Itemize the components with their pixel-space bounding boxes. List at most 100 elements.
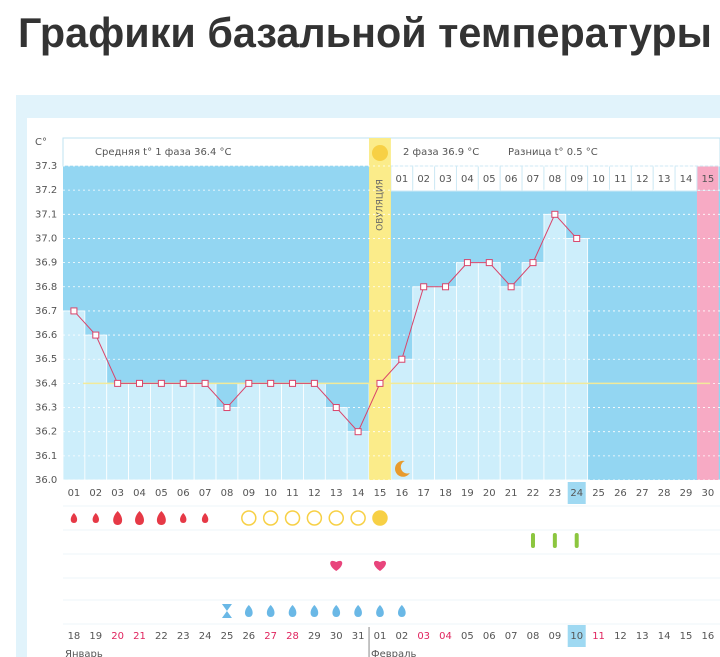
phase2-text: 2 фаза 36.9 °C — [403, 147, 479, 158]
point — [485, 259, 493, 267]
x-tick-label: 16 — [395, 488, 408, 499]
point — [398, 355, 406, 363]
y-tick-label: 37.2 — [35, 185, 57, 196]
point — [376, 379, 384, 387]
x-tick-label: 24 — [570, 488, 583, 499]
phase2-day-label: 04 — [461, 174, 474, 185]
date-label: 14 — [658, 631, 671, 642]
bar — [521, 262, 545, 481]
current-date-box — [567, 625, 586, 647]
point — [136, 379, 144, 387]
date-label: 08 — [527, 631, 540, 642]
x-tick-label: 14 — [352, 488, 365, 499]
point — [420, 283, 428, 291]
x-tick-label: 25 — [592, 488, 605, 499]
point — [310, 379, 318, 387]
bleeding-mark — [113, 511, 123, 525]
moon-icon — [395, 460, 410, 477]
x-tick-label: 15 — [374, 488, 387, 499]
point — [179, 379, 187, 387]
current-day-box — [567, 482, 586, 504]
date-label: 16 — [702, 631, 715, 642]
test-mark — [306, 510, 323, 526]
test-mark — [328, 510, 344, 526]
point — [245, 379, 253, 387]
date-label: 21 — [133, 631, 146, 642]
phase2-day-label: 01 — [395, 174, 408, 185]
date-label: 10 — [570, 631, 583, 642]
bar — [62, 310, 86, 481]
x-tick-label: 26 — [614, 488, 627, 499]
bleeding-mark — [70, 513, 78, 523]
y-tick-label: 37.3 — [35, 161, 57, 172]
month-label: Февраль — [371, 649, 417, 657]
date-label: 19 — [89, 631, 102, 642]
green-mark — [574, 533, 579, 548]
green-mark — [530, 533, 535, 548]
x-tick-label: 03 — [111, 488, 124, 499]
date-label: 02 — [395, 631, 408, 642]
point — [551, 210, 559, 218]
bleeding-mark — [135, 511, 144, 525]
y-tick-label: 36.5 — [35, 354, 57, 365]
phase2-day-label: 15 — [702, 174, 715, 185]
y-tick-label: 36.6 — [35, 330, 57, 341]
phase2-day-label: 10 — [592, 174, 605, 185]
ovulation-sun — [371, 145, 388, 161]
x-tick-label: 11 — [286, 488, 299, 499]
x-tick-label: 02 — [89, 488, 102, 499]
difference-text: Разница t° 0.5 °C — [508, 147, 598, 158]
point — [332, 404, 340, 412]
date-label: 03 — [417, 631, 430, 642]
phase2-day-label: 11 — [614, 174, 627, 185]
date-label: 07 — [505, 631, 518, 642]
bleeding-mark — [180, 513, 187, 523]
point — [70, 307, 78, 315]
point — [201, 379, 209, 387]
date-label: 01 — [374, 631, 387, 642]
x-tick-label: 01 — [68, 488, 81, 499]
x-tick-label: 07 — [199, 488, 212, 499]
y-tick-label: 37.0 — [35, 233, 57, 244]
x-tick-label: 06 — [177, 488, 190, 499]
point — [507, 283, 515, 291]
next-period-column — [696, 191, 719, 480]
point — [354, 428, 362, 436]
phase2-day-label: 14 — [680, 174, 693, 185]
x-tick-label: 18 — [439, 488, 452, 499]
date-label: 30 — [330, 631, 343, 642]
point — [289, 379, 297, 387]
phase2-day-label: 09 — [570, 174, 583, 185]
bar — [456, 262, 479, 481]
mucus-mark — [398, 605, 406, 617]
date-label: 29 — [308, 631, 321, 642]
test-mark — [241, 510, 257, 526]
bar — [193, 382, 217, 481]
x-tick-label: 19 — [461, 488, 474, 499]
y-tick-label: 36.1 — [35, 451, 57, 462]
phase2-day-label: 07 — [527, 174, 540, 185]
bar — [477, 262, 501, 481]
x-tick-label: 17 — [417, 488, 430, 499]
date-label: 26 — [242, 631, 255, 642]
x-tick-label: 12 — [308, 488, 321, 499]
mucus-mark — [332, 605, 341, 617]
bar — [543, 213, 567, 481]
x-tick-label: 28 — [658, 488, 671, 499]
mucus-mark — [310, 605, 319, 617]
y-tick-label: 36.7 — [35, 306, 57, 317]
bleeding-mark — [92, 513, 99, 523]
date-label: 12 — [614, 631, 627, 642]
x-tick-label: 04 — [133, 488, 146, 499]
date-label: 23 — [177, 631, 190, 642]
date-label: 20 — [111, 631, 124, 642]
phase2-day-label: 13 — [658, 174, 671, 185]
date-label: 18 — [68, 631, 81, 642]
test-mark — [262, 510, 279, 526]
y-tick-label: 36.4 — [35, 378, 57, 389]
mucus-mark — [288, 605, 297, 617]
y-tick-label: 36.0 — [35, 475, 57, 486]
mucus-mark — [266, 605, 275, 617]
